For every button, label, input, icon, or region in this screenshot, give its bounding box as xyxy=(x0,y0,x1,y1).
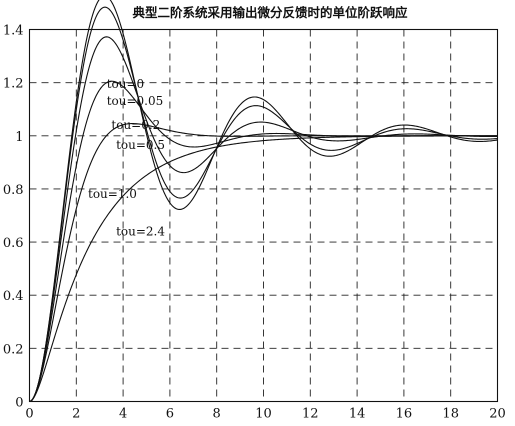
series-label-3: tou=0.5 xyxy=(116,138,165,152)
grid-lines xyxy=(29,29,498,402)
x-tick-label-20: 20 xyxy=(489,407,506,422)
x-tick-label-12: 12 xyxy=(302,407,319,422)
y-tick-label-0: 0 xyxy=(15,396,23,411)
axis-ticks: 0 2 4 6 8 10 12 14 16 18 20 0 0.2 0.4 0.6 0.8 1 1.2 1.4 xyxy=(3,24,506,422)
x-tick-label-2: 2 xyxy=(72,407,80,422)
series-line-2 xyxy=(29,36,498,403)
y-tick-label-0.2: 0.2 xyxy=(3,342,24,357)
series-label-0: tou=0 xyxy=(107,77,144,91)
series-line-5 xyxy=(29,135,498,403)
y-tick-label-1: 1 xyxy=(15,130,23,145)
series-label-5: tou=2.4 xyxy=(116,224,165,238)
x-tick-label-0: 0 xyxy=(25,407,33,422)
series-curves xyxy=(29,0,498,403)
x-tick-label-16: 16 xyxy=(396,407,413,422)
series-labels: tou=0 tou=0.05 tou=0.2 tou=0.5 tou=1.0 tou=2.… xyxy=(88,77,165,238)
x-tick-label-4: 4 xyxy=(119,407,127,422)
series-label-1: tou=0.05 xyxy=(107,94,164,108)
y-tick-label-0.4: 0.4 xyxy=(3,289,24,304)
series-label-2: tou=0.2 xyxy=(111,118,160,132)
y-tick-label-1.2: 1.2 xyxy=(3,77,24,92)
series-line-1 xyxy=(29,6,498,403)
y-tick-label-1.4: 1.4 xyxy=(3,24,24,39)
x-tick-label-18: 18 xyxy=(442,407,459,422)
x-tick-label-8: 8 xyxy=(213,407,221,422)
series-label-4: tou=1.0 xyxy=(88,187,137,201)
y-tick-label-0.8: 0.8 xyxy=(3,183,24,198)
plot-frame xyxy=(28,28,499,403)
series-line-0 xyxy=(29,0,498,403)
chart-title: 典型二阶系统采用输出微分反馈时的单位阶跃响应 xyxy=(132,5,408,20)
y-tick-label-0.6: 0.6 xyxy=(3,236,24,251)
x-tick-label-6: 6 xyxy=(166,407,174,422)
x-tick-label-14: 14 xyxy=(349,407,366,422)
x-tick-label-10: 10 xyxy=(255,407,272,422)
